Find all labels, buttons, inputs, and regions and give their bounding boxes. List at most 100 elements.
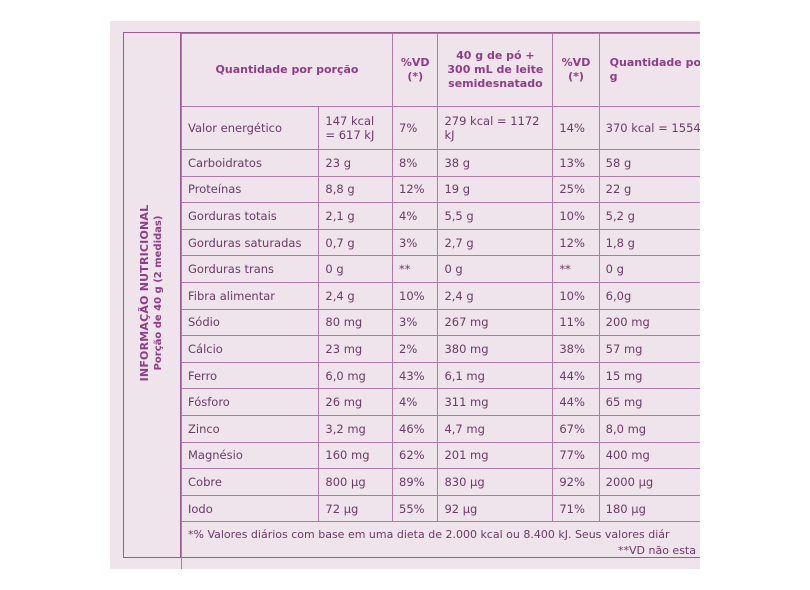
vd-prepared: 44% <box>552 388 600 416</box>
nutrient-name: Gorduras totais <box>180 202 320 230</box>
amount-per-100g: 400 mg <box>598 441 700 470</box>
side-subtitle: Porção de 40 g (2 medidas) <box>153 215 164 371</box>
nutrient-name: Valor energético <box>180 106 320 150</box>
nutrient-row: Gorduras trans 0 g ** 0 g ** 0 g <box>180 255 700 283</box>
amount-prepared: 830 µg <box>437 468 554 496</box>
nutrient-name: Cálcio <box>180 335 320 363</box>
nutrient-name: Proteínas <box>180 175 320 204</box>
amount-per-portion: 23 g <box>318 149 393 177</box>
vd-prepared: 38% <box>552 335 600 363</box>
vd-prepared: 12% <box>552 228 600 257</box>
header-prepared: 40 g de pó + 300 mL de leite semidesnata… <box>437 33 554 107</box>
nutrient-row: Gorduras totais 2,1 g 4% 5,5 g 10% 5,2 g <box>180 202 700 230</box>
nutrient-row: Sódio 80 mg 3% 267 mg 11% 200 mg <box>180 308 700 337</box>
amount-prepared: 2,4 g <box>437 281 554 310</box>
header-vd-portion: %VD (*) <box>391 33 439 107</box>
amount-per-100g: 180 µg <box>598 494 700 523</box>
amount-per-100g: 200 mg <box>598 308 700 337</box>
amount-per-portion: 23 mg <box>318 335 393 363</box>
vd-per-portion: 46% <box>391 414 439 443</box>
vd-prepared: 25% <box>552 175 600 204</box>
nutrient-row: Fósforo 26 mg 4% 311 mg 44% 65 mg <box>180 388 700 416</box>
vd-per-portion: 55% <box>391 494 439 523</box>
amount-prepared: 6,1 mg <box>437 361 554 390</box>
vd-per-portion: 12% <box>391 175 439 204</box>
nutrition-rows: Valor energético 147 kcal = 617 kJ 7% 279 k… <box>180 106 700 523</box>
amount-per-100g: 5,2 g <box>598 202 700 230</box>
amount-prepared: 0 g <box>437 255 554 283</box>
amount-per-portion: 0 g <box>318 255 393 283</box>
nutrient-row: Ferro 6,0 mg 43% 6,1 mg 44% 15 mg <box>180 361 700 390</box>
vd-per-portion: 62% <box>391 441 439 470</box>
nutrient-name: Magnésio <box>180 441 320 470</box>
amount-prepared: 279 kcal = 1172 kJ <box>437 106 554 150</box>
nutrient-row: Fibra alimentar 2,4 g 10% 2,4 g 10% 6,0g <box>180 281 700 310</box>
nutrient-name: Sódio <box>180 308 320 337</box>
nutrient-name: Zinco <box>180 414 320 443</box>
amount-per-100g: 65 mg <box>598 388 700 416</box>
vd-prepared: 11% <box>552 308 600 337</box>
vd-per-portion: 2% <box>391 335 439 363</box>
amount-per-portion: 0,7 g <box>318 228 393 257</box>
footnote-vd-not-established: **VD não esta <box>618 544 696 558</box>
amount-per-portion: 147 kcal = 617 kJ <box>318 106 393 150</box>
amount-prepared: 311 mg <box>437 388 554 416</box>
nutrient-row: Zinco 3,2 mg 46% 4,7 mg 67% 8,0 mg <box>180 414 700 443</box>
amount-prepared: 92 µg <box>437 494 554 523</box>
nutrient-name: Gorduras trans <box>180 255 320 283</box>
nutrient-name: Ferro <box>180 361 320 390</box>
amount-per-100g: 57 mg <box>598 335 700 363</box>
vd-per-portion: 3% <box>391 308 439 337</box>
nutrient-row: Magnésio 160 mg 62% 201 mg 77% 400 mg <box>180 441 700 470</box>
nutrient-name: Fósforo <box>180 388 320 416</box>
amount-per-portion: 3,2 mg <box>318 414 393 443</box>
side-panel: INFORMAÇÃO NUTRICIONAL Porção de 40 g (2… <box>124 33 181 557</box>
header-vd-prepared: %VD (*) <box>552 33 600 107</box>
vd-per-portion: 8% <box>391 149 439 177</box>
vd-per-portion: 89% <box>391 468 439 496</box>
vd-prepared: 71% <box>552 494 600 523</box>
footnote-row: *% Valores diários com base em uma dieta… <box>181 521 700 569</box>
nutrient-name: Gorduras saturadas <box>180 228 320 257</box>
nutrient-row: Iodo 72 µg 55% 92 µg 71% 180 µg <box>180 494 700 523</box>
nutrient-row: Proteínas 8,8 g 12% 19 g 25% 22 g <box>180 175 700 204</box>
amount-per-100g: 8,0 mg <box>598 414 700 443</box>
nutrition-label-panel: INFORMAÇÃO NUTRICIONAL Porção de 40 g (2… <box>110 21 700 569</box>
amount-per-100g: 1,8 g <box>598 228 700 257</box>
header-row: Quantidade por porção %VD (*) 40 g de pó… <box>181 33 700 107</box>
nutrition-table: Quantidade por porção %VD (*) 40 g de pó… <box>180 33 700 569</box>
vd-per-portion: ** <box>391 255 439 283</box>
vd-prepared: 92% <box>552 468 600 496</box>
amount-per-100g: 58 g <box>598 149 700 177</box>
vd-prepared: ** <box>552 255 600 283</box>
amount-per-100g: 370 kcal = 1554 kJ <box>598 106 700 150</box>
amount-per-portion: 160 mg <box>318 441 393 470</box>
amount-per-100g: 2000 µg <box>598 468 700 496</box>
nutrient-name: Iodo <box>180 494 320 523</box>
vd-prepared: 10% <box>552 281 600 310</box>
footnote-cell: *% Valores diários com base em uma dieta… <box>181 521 700 569</box>
vd-per-portion: 4% <box>391 202 439 230</box>
amount-per-100g: 6,0g <box>598 281 700 310</box>
amount-prepared: 2,7 g <box>437 228 554 257</box>
amount-prepared: 380 mg <box>437 335 554 363</box>
vd-per-portion: 4% <box>391 388 439 416</box>
amount-per-100g: 0 g <box>598 255 700 283</box>
nutrient-name: Fibra alimentar <box>180 281 320 310</box>
amount-prepared: 267 mg <box>437 308 554 337</box>
header-quantity: Quantidade por porção <box>181 33 393 107</box>
nutrient-name: Carboidratos <box>180 149 320 177</box>
nutrient-row: Gorduras saturadas 0,7 g 3% 2,7 g 12% 1,8 g <box>180 228 700 257</box>
vd-prepared: 44% <box>552 361 600 390</box>
amount-prepared: 201 mg <box>437 441 554 470</box>
vd-prepared: 67% <box>552 414 600 443</box>
amount-prepared: 4,7 mg <box>437 414 554 443</box>
nutrient-row: Cálcio 23 mg 2% 380 mg 38% 57 mg <box>180 335 700 363</box>
amount-per-portion: 26 mg <box>318 388 393 416</box>
amount-per-portion: 80 mg <box>318 308 393 337</box>
amount-per-100g: 15 mg <box>598 361 700 390</box>
nutrient-row: Cobre 800 µg 89% 830 µg 92% 2000 µg <box>180 468 700 496</box>
footnote-vd: *% Valores diários com base em uma dieta… <box>188 528 670 542</box>
side-title: INFORMAÇÃO NUTRICIONAL <box>138 204 151 382</box>
amount-per-portion: 6,0 mg <box>318 361 393 390</box>
